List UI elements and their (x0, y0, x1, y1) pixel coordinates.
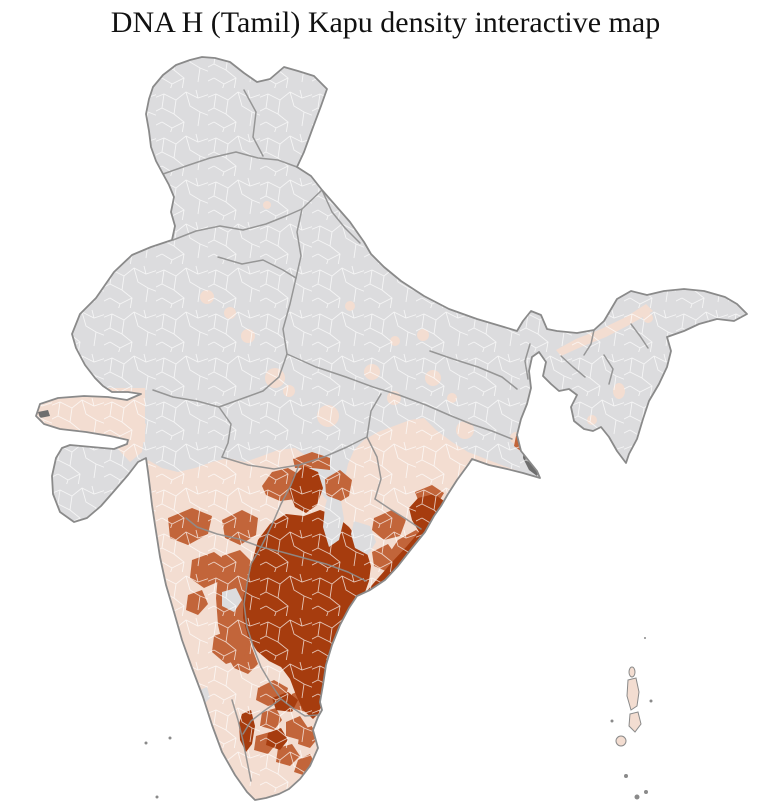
small-islets (610, 637, 653, 800)
india-outline (35, 56, 748, 801)
state-border-line (218, 406, 232, 458)
state-border-line (366, 436, 382, 500)
island[interactable] (628, 711, 642, 733)
islet-dot (644, 790, 648, 794)
islet-dot (634, 794, 640, 800)
state-border-line (429, 350, 518, 390)
state-border-line (243, 89, 264, 157)
andaman-nicobar-islands[interactable] (615, 666, 642, 747)
state-border-line (448, 414, 513, 440)
state-border-line (321, 189, 361, 244)
state-border-line (242, 698, 282, 735)
state-border-line (286, 353, 450, 416)
island[interactable] (626, 677, 640, 711)
state-border-line (152, 277, 297, 408)
page-title: DNA H (Tamil) Kapu density interactive m… (110, 6, 661, 39)
islet-dot (649, 699, 653, 703)
state-border-line (560, 355, 586, 378)
state-border-line (524, 343, 531, 380)
state-border-line (295, 208, 303, 279)
island[interactable] (615, 735, 627, 747)
state-border-line (374, 498, 422, 530)
district-boundaries-texture (36, 57, 747, 800)
state-border-line (231, 699, 252, 782)
state-border-line (162, 151, 298, 175)
islet-dot (624, 774, 628, 778)
islet-dot (168, 736, 172, 740)
state-border-line (603, 354, 614, 385)
islet-dot (144, 741, 148, 745)
state-border-line (260, 546, 367, 582)
state-border-line (185, 517, 262, 548)
lakshadweep-islands (144, 736, 172, 799)
state-border-line (583, 329, 595, 356)
state-border-line (172, 189, 323, 241)
state-border-line (243, 546, 319, 717)
islet-dot (155, 795, 159, 799)
state-border-line (260, 464, 300, 548)
state-border-line (366, 393, 382, 438)
island[interactable] (628, 666, 636, 678)
islet-dot (644, 637, 646, 639)
islet-dot (610, 719, 614, 723)
state-border-line (217, 256, 297, 279)
state-borders (152, 89, 649, 782)
state-border-line (630, 323, 649, 349)
